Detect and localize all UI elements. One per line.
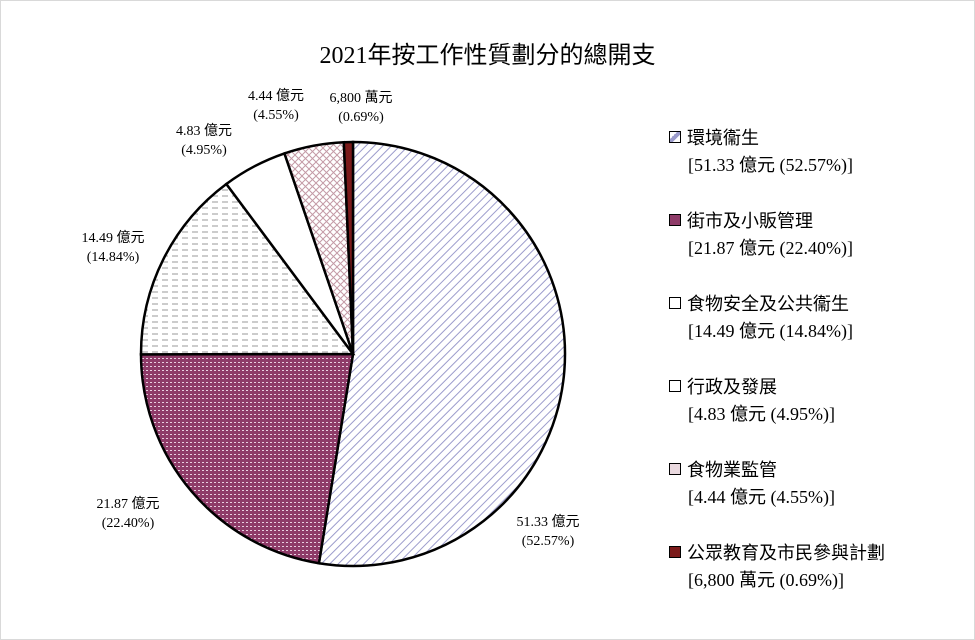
legend-item: 公眾教育及市民參與計劃 [6,800 萬元 (0.69%)]: [669, 540, 885, 594]
legend-label: 食物業監管: [687, 460, 777, 480]
legend-swatch: [669, 546, 681, 558]
data-label: 4.44 億元 (4.55%): [248, 89, 304, 123]
legend-value: [4.44 億元 (4.55%)]: [688, 487, 835, 507]
legend-item: 食物安全及公共衞生 [14.49 億元 (14.84%)]: [669, 291, 853, 345]
legend-label: 食物安全及公共衞生: [687, 294, 849, 314]
legend-value: [14.49 億元 (14.84%)]: [688, 321, 853, 341]
data-label: 21.87 億元 (22.40%): [96, 497, 160, 531]
legend-value: [6,800 萬元 (0.69%)]: [688, 570, 844, 590]
chart-title: 2021年按工作性質劃分的總開支: [319, 43, 656, 69]
legend-label: 公眾教育及市民參與計劃: [687, 543, 885, 563]
legend-value: [51.33 億元 (52.57%)]: [688, 155, 853, 175]
legend-swatch: [669, 463, 681, 475]
legend-swatch: [669, 297, 681, 309]
pie-slice: [342, 140, 355, 355]
pie-slice: [139, 352, 355, 565]
data-label: 4.83 億元 (4.95%): [176, 124, 232, 158]
legend-item: 食物業監管 [4.44 億元 (4.55%)]: [669, 457, 835, 511]
pie-slice: [139, 182, 356, 356]
legend-label: 行政及發展: [687, 377, 777, 397]
legend-swatch: [669, 380, 681, 392]
data-label: 51.33 億元 (52.57%): [516, 515, 580, 549]
legend-value: [4.83 億元 (4.95%)]: [688, 404, 835, 424]
legend-swatch: [669, 131, 681, 143]
pie-slice: [317, 140, 567, 568]
data-label: 6,800 萬元 (0.69%): [329, 91, 393, 125]
legend-swatch: [669, 214, 681, 226]
legend-value: [21.87 億元 (22.40%)]: [688, 238, 853, 258]
legend-label: 環境衞生: [687, 128, 759, 148]
data-label: 14.49 億元 (14.84%): [81, 231, 145, 265]
legend-item: 環境衞生 [51.33 億元 (52.57%)]: [669, 125, 853, 179]
legend-item: 行政及發展 [4.83 億元 (4.95%)]: [669, 374, 835, 428]
legend-item: 街市及小販管理 [21.87 億元 (22.40%)]: [669, 208, 853, 262]
legend-label: 街市及小販管理: [687, 211, 813, 231]
